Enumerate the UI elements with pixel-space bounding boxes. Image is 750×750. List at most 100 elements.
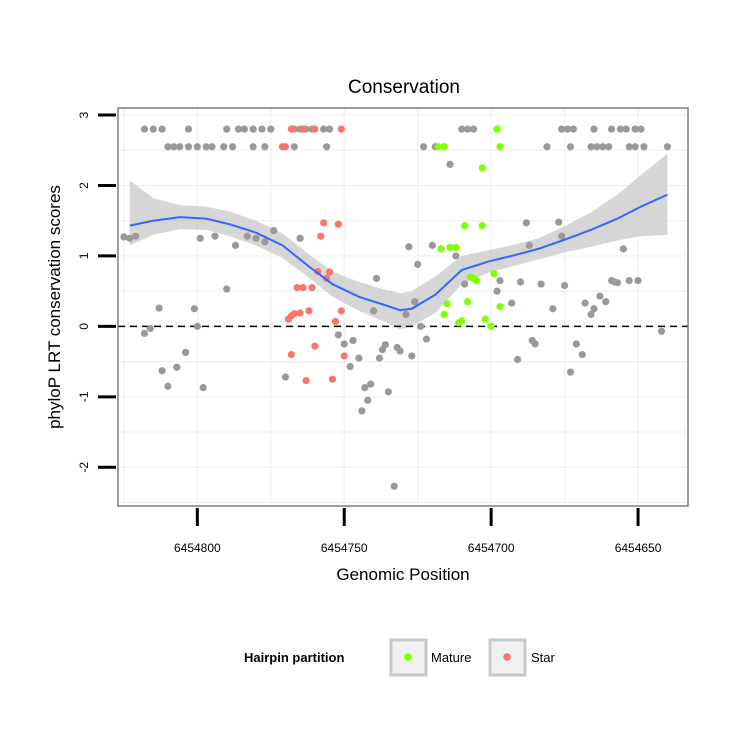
data-point-star — [320, 219, 328, 227]
data-point-other — [631, 125, 639, 133]
data-point-other — [334, 331, 342, 339]
data-point-star — [290, 310, 298, 318]
data-point-mature — [461, 222, 469, 230]
data-point-other — [634, 276, 642, 285]
data-point-other — [296, 234, 304, 242]
x-tick-label: 6454750 — [321, 541, 368, 555]
data-point-star — [340, 352, 348, 360]
data-point-mature — [464, 298, 472, 306]
data-point-other — [411, 298, 419, 306]
data-point-star — [299, 284, 307, 292]
data-point-other — [596, 292, 604, 300]
data-point-other — [234, 125, 243, 133]
data-point-star — [305, 307, 313, 315]
data-point-star — [287, 350, 295, 359]
data-point-other — [355, 354, 363, 362]
data-point-mature — [478, 222, 486, 230]
data-point-other — [417, 322, 425, 330]
data-point-other — [193, 143, 201, 151]
data-point-star — [302, 377, 310, 385]
data-point-other — [243, 232, 251, 240]
data-point-other — [190, 305, 198, 313]
data-point-other — [281, 373, 290, 381]
data-point-other — [563, 125, 572, 133]
legend-item-mature: Mature — [389, 638, 471, 677]
legend-title: Hairpin partition — [244, 650, 344, 665]
data-point-other — [640, 143, 648, 151]
y-axis: -2 -1 0 1 2 3 — [77, 111, 116, 473]
data-point-other — [587, 310, 595, 318]
legend-label-star: Star — [531, 650, 556, 665]
data-point-other — [390, 482, 398, 490]
legend-item-star: Star — [488, 638, 556, 677]
data-point-other — [657, 327, 666, 335]
x-tick-label: 6454800 — [174, 541, 221, 555]
data-point-other — [211, 232, 219, 240]
legend-label-mature: Mature — [431, 650, 471, 665]
data-point-other — [361, 384, 369, 392]
data-point-other — [358, 407, 366, 415]
data-point-other — [223, 285, 231, 293]
data-point-other — [367, 380, 375, 388]
data-point-other — [469, 125, 478, 133]
smooth-fit-layer — [129, 193, 668, 312]
data-point-other — [158, 367, 166, 375]
data-point-other — [270, 226, 278, 235]
x-axis: 6454800 6454750 6454700 6454650 — [174, 508, 662, 555]
data-point-star — [293, 284, 301, 292]
data-point-other — [196, 234, 204, 242]
data-point-star — [311, 342, 319, 350]
data-point-other — [625, 143, 633, 151]
data-point-star — [337, 125, 345, 133]
data-point-other — [405, 243, 413, 251]
data-point-other — [558, 232, 566, 240]
data-point-other — [572, 340, 580, 348]
data-point-other — [464, 125, 472, 133]
data-point-other — [622, 125, 630, 133]
data-point-mature — [446, 243, 454, 252]
data-point-other — [428, 241, 436, 249]
data-point-other — [155, 304, 163, 312]
data-point-other — [120, 233, 128, 241]
data-point-other — [569, 125, 578, 133]
data-point-star — [331, 317, 340, 326]
legend-swatch-star — [503, 653, 511, 661]
data-point-other — [267, 125, 275, 133]
data-point-other — [663, 143, 672, 151]
data-point-other — [555, 218, 563, 226]
data-point-mature — [443, 300, 451, 308]
data-point-other — [525, 241, 533, 249]
data-point-other — [290, 143, 298, 151]
x-tick-label: 6454700 — [468, 541, 515, 555]
data-point-other — [184, 125, 193, 133]
data-point-mature — [440, 143, 448, 151]
data-point-other — [599, 143, 607, 151]
data-point-other — [637, 125, 645, 133]
data-point-other — [605, 143, 613, 151]
data-point-other — [590, 125, 598, 133]
data-point-other — [513, 355, 522, 364]
data-point-other — [370, 307, 378, 315]
data-point-mature — [458, 317, 466, 325]
data-point-other — [590, 305, 598, 313]
data-point-star — [287, 125, 295, 133]
data-point-other — [602, 298, 610, 306]
data-point-other — [419, 143, 428, 151]
data-point-other — [173, 363, 181, 371]
data-point-other — [164, 382, 172, 390]
data-point-mature — [478, 164, 486, 172]
data-point-other — [140, 125, 149, 133]
data-point-mature — [487, 322, 495, 330]
data-point-other — [181, 348, 190, 357]
data-point-star — [317, 232, 325, 240]
data-point-other — [493, 287, 501, 295]
data-point-other — [349, 336, 357, 345]
data-point-other — [608, 125, 616, 133]
data-point-mature — [440, 310, 448, 318]
data-point-other — [261, 143, 269, 151]
data-point-star — [311, 125, 319, 133]
data-point-other — [566, 143, 575, 151]
data-point-other — [158, 125, 166, 133]
data-point-star — [334, 220, 342, 228]
